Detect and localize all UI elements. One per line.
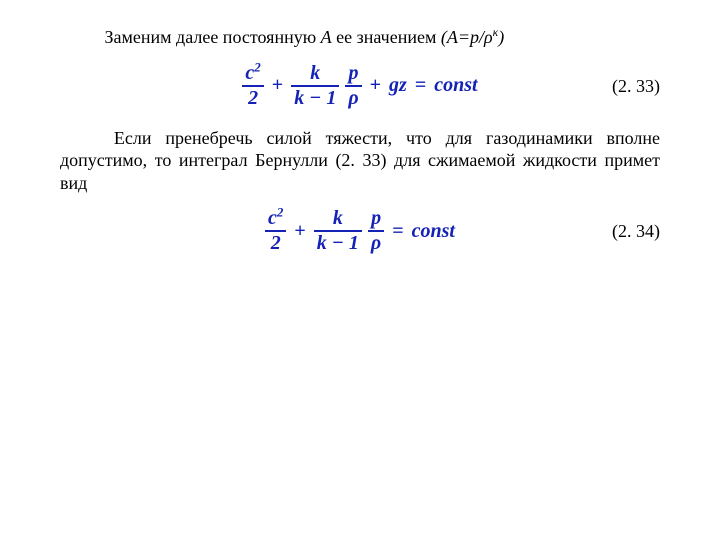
frac-den: k − 1 [314, 233, 362, 254]
text-mid: ее значением [336, 27, 441, 47]
equation-2-33: c2 2 + k k − 1 p ρ + gz = const [242, 63, 477, 109]
const: const [434, 73, 477, 98]
equation-number-2-33: (2. 33) [612, 74, 660, 97]
frac-den: ρ [345, 88, 361, 109]
frac-c2-over-2: c2 2 [242, 63, 263, 109]
equation-2-34-row: c2 2 + k k − 1 p ρ = const (2. 34) [60, 204, 660, 258]
text-lead: Заменим далее постоянную [105, 27, 321, 47]
equation-2-33-row: c2 2 + k k − 1 p ρ + gz = const (2. 33) [60, 59, 660, 113]
frac-num: c2 [265, 208, 286, 229]
c: c [245, 62, 254, 84]
plus: + [270, 73, 285, 98]
equation-number-2-34: (2. 34) [612, 220, 660, 243]
equals: = [390, 219, 405, 244]
frac-num: p [345, 63, 361, 84]
frac-k-over-k-1: k k − 1 [291, 63, 339, 109]
frac-den: 2 [245, 88, 261, 109]
expr-close: ) [498, 27, 504, 47]
paragraph-body: Если пренебречь силой тяжести, что для г… [60, 127, 660, 195]
inline-expr: (A=p/ρκ) [441, 27, 504, 47]
var-A: A [321, 27, 332, 47]
frac-num: k [330, 208, 346, 229]
frac-den: k − 1 [291, 88, 339, 109]
sup-2: 2 [254, 59, 261, 74]
text-body: Если пренебречь силой тяжести, что для г… [60, 128, 660, 193]
frac-p-over-rho: p ρ [345, 63, 361, 109]
frac-den: ρ [368, 233, 384, 254]
expr-lhs: A=p/ [447, 27, 484, 47]
paragraph-intro: Заменим далее постоянную A ее значением … [60, 26, 660, 49]
frac-den: 2 [268, 233, 284, 254]
equation-2-34: c2 2 + k k − 1 p ρ = const [265, 208, 455, 254]
const: const [412, 219, 455, 244]
frac-num: k [307, 63, 323, 84]
sup-2: 2 [277, 204, 284, 219]
frac-num: p [368, 208, 384, 229]
frac-k-over-k-1: k k − 1 [314, 208, 362, 254]
plus: + [292, 219, 307, 244]
page: Заменим далее постоянную A ее значением … [0, 0, 720, 540]
term-gz: gz [389, 73, 407, 98]
expr-rho: ρ [484, 27, 493, 47]
plus: + [368, 73, 383, 98]
c: c [268, 207, 277, 229]
equals: = [413, 73, 428, 98]
frac-c2-over-2: c2 2 [265, 208, 286, 254]
frac-p-over-rho: p ρ [368, 208, 384, 254]
frac-num: c2 [242, 63, 263, 84]
